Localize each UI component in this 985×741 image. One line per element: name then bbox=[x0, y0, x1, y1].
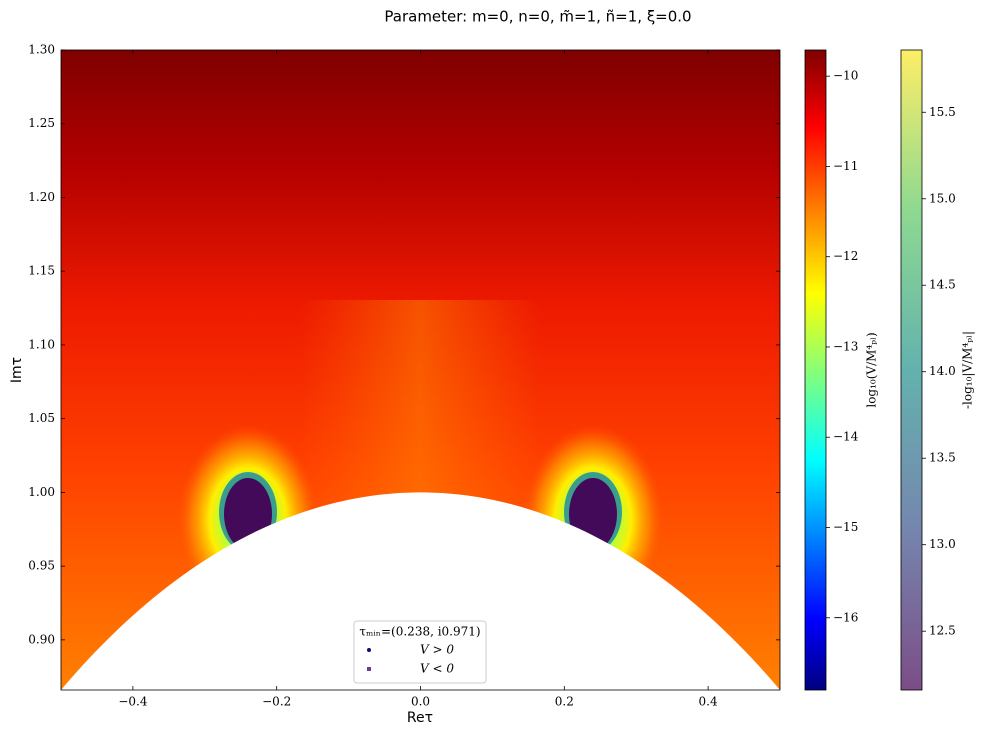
x-tick-label: −0.4 bbox=[118, 695, 148, 709]
colorbar-tick-label: −10 bbox=[833, 69, 858, 83]
heatmap bbox=[61, 50, 780, 690]
colorbar-tick-label: 15.0 bbox=[929, 191, 956, 205]
y-tick-label: 0.90 bbox=[28, 632, 55, 646]
excluded-region bbox=[61, 492, 780, 690]
colorbar-label: -log₁₀|V/M⁴ₚₗ| bbox=[961, 331, 975, 409]
colorbar bbox=[804, 49, 827, 691]
colorbar-tick-label: 13.0 bbox=[929, 537, 956, 551]
y-tick-label: 1.05 bbox=[28, 411, 55, 425]
x-tick-label: 0.2 bbox=[555, 695, 574, 709]
colorbar-tick-label: −13 bbox=[833, 339, 858, 353]
colorbar-tick-label: −11 bbox=[833, 159, 858, 173]
x-tick-label: 0.4 bbox=[699, 695, 718, 709]
x-tick-label: 0.0 bbox=[411, 695, 430, 709]
colorbar-tick-label: −14 bbox=[833, 430, 859, 444]
y-tick-label: 0.95 bbox=[28, 559, 55, 573]
x-tick-label: −0.2 bbox=[262, 695, 291, 709]
colorbar-tick-label: 15.5 bbox=[929, 105, 956, 119]
legend-marker bbox=[367, 667, 371, 671]
legend-marker bbox=[367, 648, 371, 652]
colorbar-tick-label: −12 bbox=[833, 249, 858, 263]
legend-label: V > 0 bbox=[420, 643, 454, 657]
y-tick-label: 1.20 bbox=[28, 190, 55, 204]
legend-title: τₘᵢₙ=(0.238, i0.971) bbox=[359, 625, 480, 639]
colorbar-tick-label: 14.0 bbox=[929, 364, 956, 378]
colorbar-tick-label: −16 bbox=[833, 610, 858, 624]
x-axis-label: Reτ bbox=[407, 710, 433, 726]
colorbar bbox=[900, 49, 923, 691]
legend-label: V < 0 bbox=[420, 662, 454, 676]
y-tick-label: 1.30 bbox=[28, 43, 55, 57]
colorbar-tick-label: 14.5 bbox=[929, 278, 956, 292]
legend: τₘᵢₙ=(0.238, i0.971) V > 0 V < 0 bbox=[353, 620, 487, 684]
y-tick-label: 1.25 bbox=[28, 116, 55, 130]
y-tick-label: 1.10 bbox=[28, 337, 55, 351]
colorbar-tick-label: 12.5 bbox=[929, 624, 956, 638]
y-tick-label: 1.00 bbox=[28, 485, 55, 499]
y-axis-label: Imτ bbox=[9, 357, 25, 383]
y-tick-label: 1.15 bbox=[28, 264, 55, 278]
colorbar-tick-label: 13.5 bbox=[929, 451, 956, 465]
colorbar-tick-label: −15 bbox=[833, 520, 858, 534]
colorbar-label: log₁₀(V/M⁴ₚₗ) bbox=[865, 332, 879, 407]
chart-title: Parameter: m=0, n=0, m̃=1, ñ=1, ξ=0.0 bbox=[384, 8, 691, 26]
